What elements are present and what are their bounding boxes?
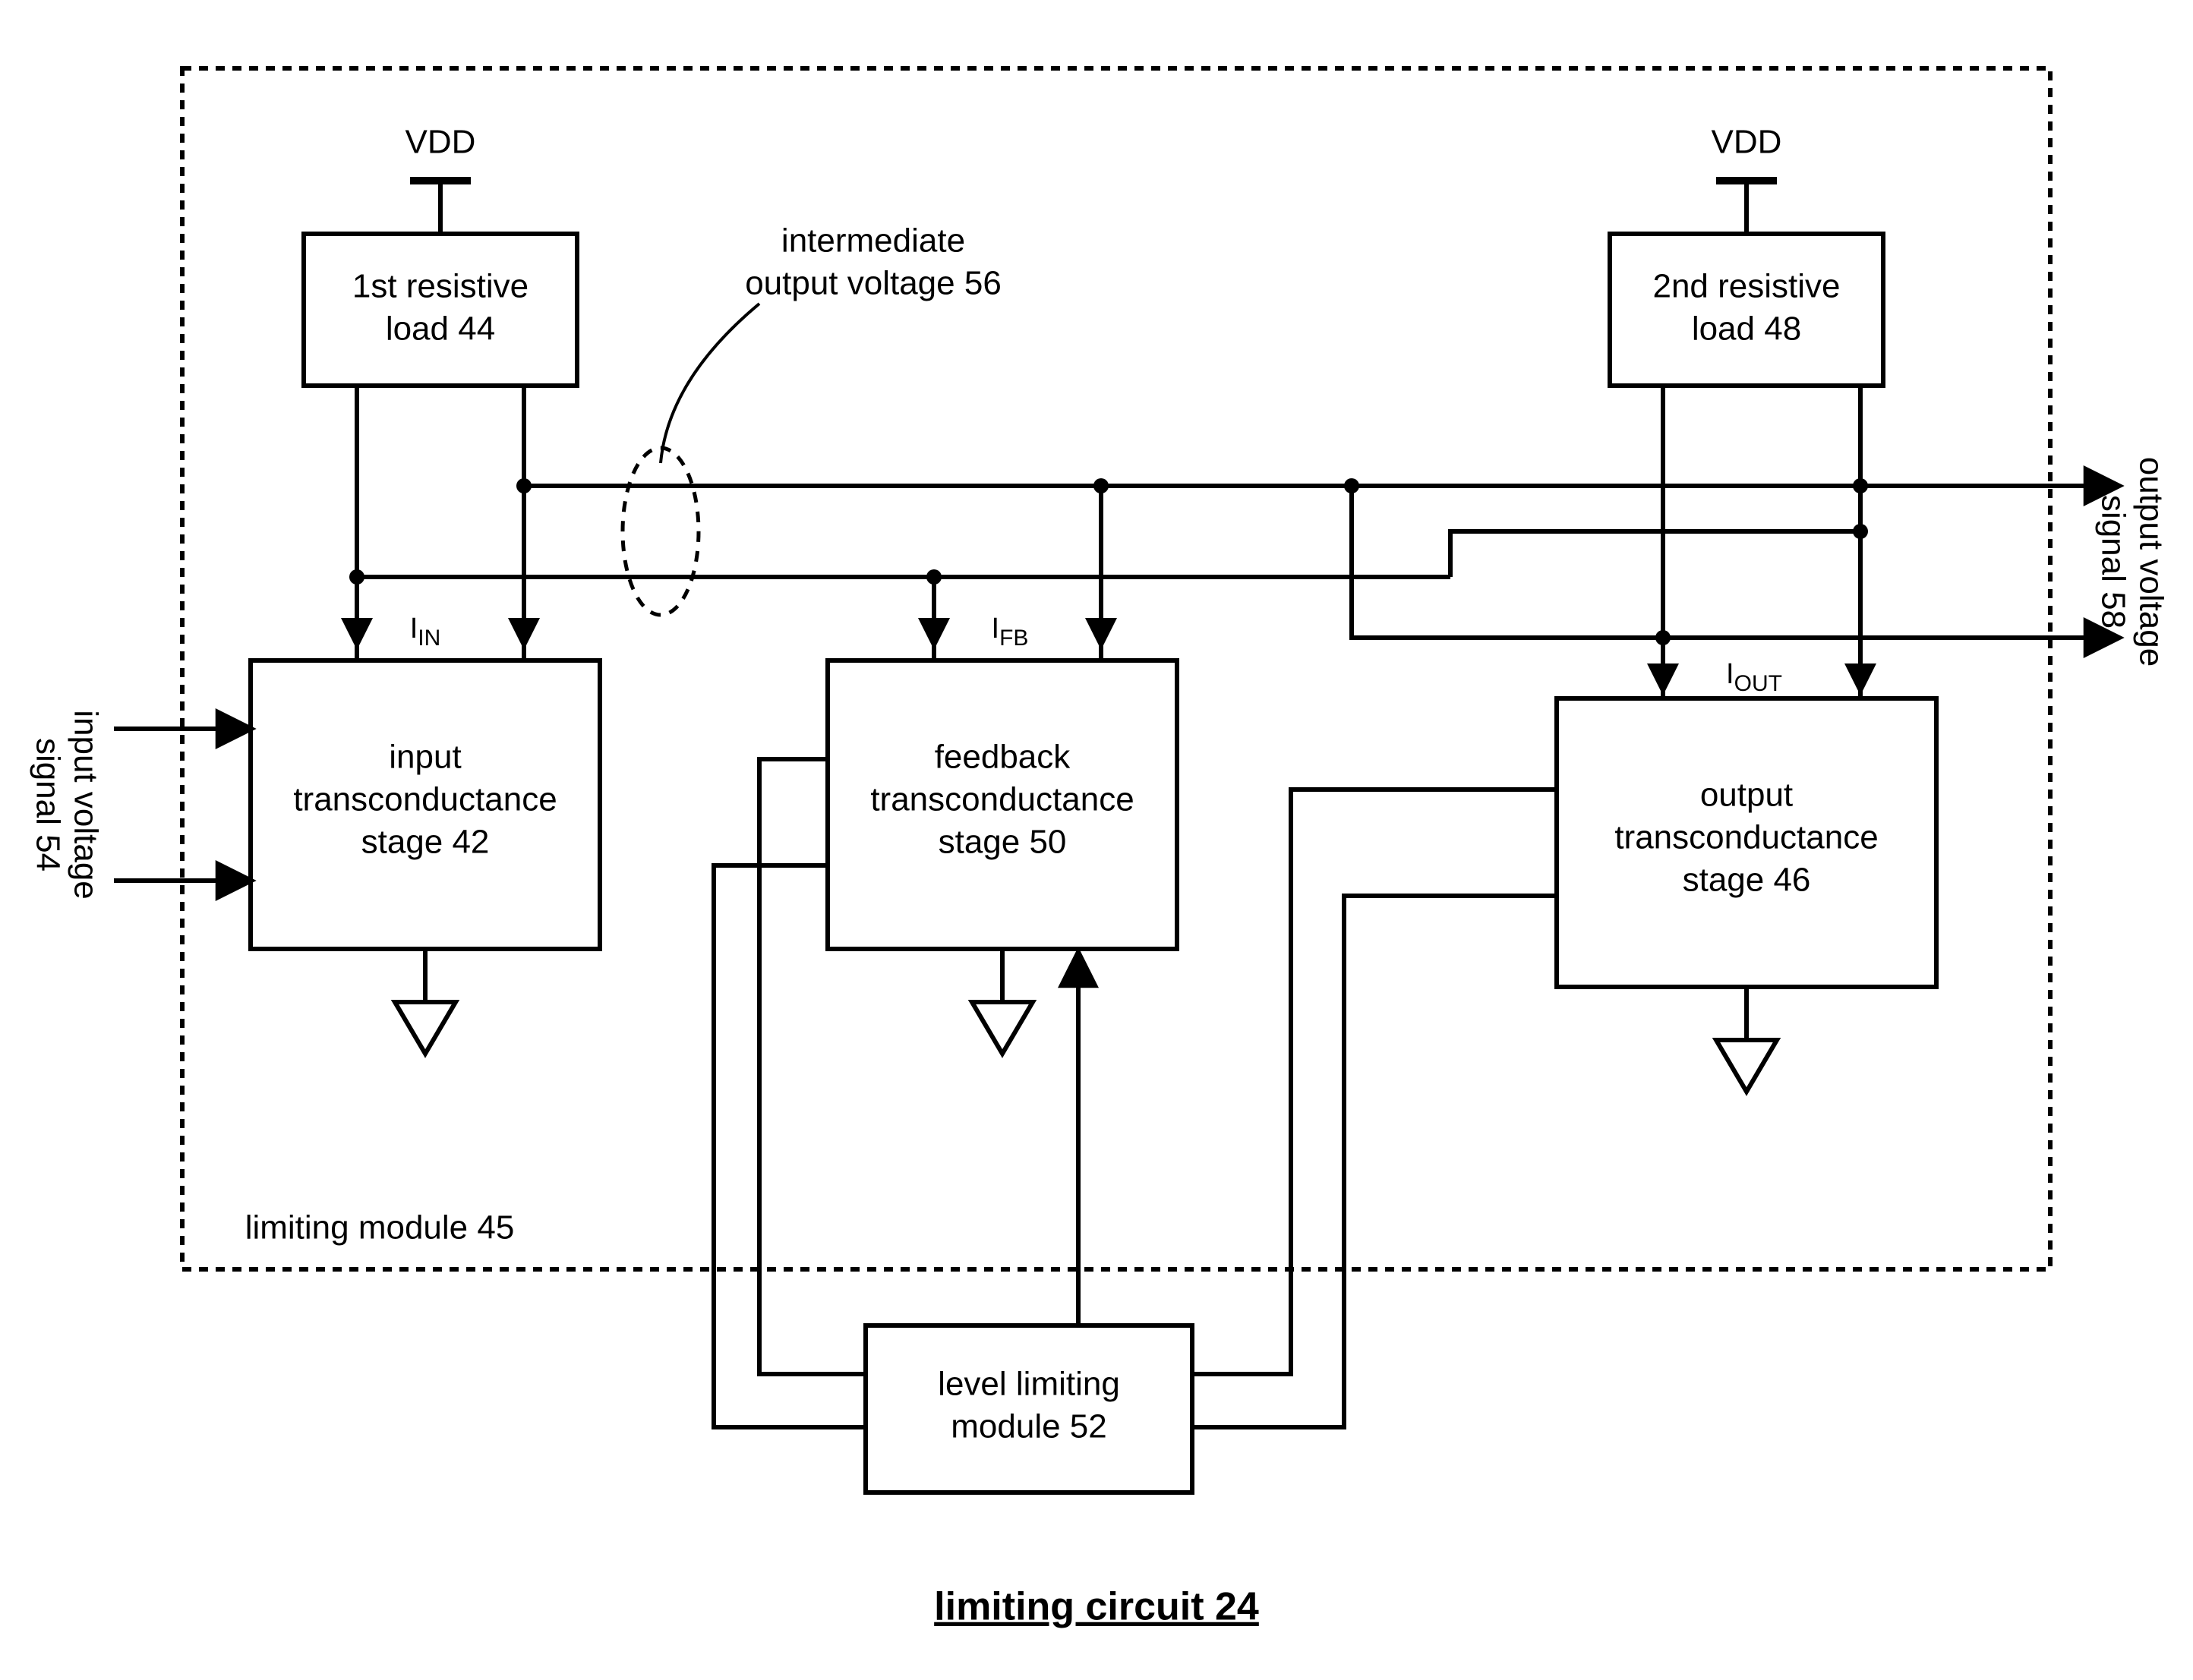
page-title: limiting circuit 24 xyxy=(934,1585,1259,1629)
output-line2: transconductance xyxy=(1614,819,1878,856)
node-4 xyxy=(1093,478,1109,493)
level-line1: level limiting xyxy=(938,1366,1120,1403)
vdd1-label: VDD xyxy=(405,124,476,161)
output-to-level-1 xyxy=(1192,790,1557,1374)
block-output-stage: output transconductance stage 46 xyxy=(1557,698,1936,987)
label-ifb: IFB xyxy=(992,613,1029,651)
feedback-line3: stage 50 xyxy=(939,824,1067,861)
load1-line1: 1st resistive xyxy=(352,268,529,305)
node-8 xyxy=(1853,478,1868,493)
intermediate-ellipse xyxy=(623,448,699,615)
block-input-stage: input transconductance stage 42 xyxy=(251,660,600,949)
input-line2: transconductance xyxy=(293,781,557,818)
block-level-limiting: level limiting module 52 xyxy=(866,1325,1192,1492)
vdd2-label: VDD xyxy=(1712,124,1782,161)
bus-link-lower-to-right xyxy=(1352,486,1663,638)
output-to-level-2 xyxy=(1192,896,1557,1427)
bus-link-upper-to-right xyxy=(1450,531,1860,577)
level-line2: module 52 xyxy=(951,1408,1106,1445)
feedback-line1: feedback xyxy=(935,739,1071,776)
input-line3: stage 42 xyxy=(361,824,490,861)
input-signal-label2: signal 54 xyxy=(29,738,66,872)
node-5 xyxy=(1344,478,1359,493)
input-signal-label: input voltage xyxy=(67,710,104,900)
feedback-line2: transconductance xyxy=(870,781,1134,818)
output-line3: stage 46 xyxy=(1683,862,1811,899)
intermediate-label-l2: output voltage 56 xyxy=(745,265,1002,302)
ground-input xyxy=(395,949,456,1054)
block-feedback-stage: feedback transconductance stage 50 xyxy=(828,660,1177,949)
intermediate-pointer xyxy=(661,304,759,463)
block-load1: 1st resistive load 44 VDD xyxy=(304,124,577,386)
load2-line2: load 48 xyxy=(1692,310,1801,348)
intermediate-label-l1: intermediate xyxy=(781,222,965,260)
node-2 xyxy=(349,569,364,585)
node-1 xyxy=(516,478,532,493)
node-6 xyxy=(1853,524,1868,539)
load1-line2: load 44 xyxy=(386,310,495,348)
node-7 xyxy=(1655,630,1671,645)
output-line1: output xyxy=(1700,777,1793,814)
label-iin: IIN xyxy=(410,613,441,651)
input-line1: input xyxy=(389,739,461,776)
ground-output xyxy=(1716,987,1777,1092)
block-load2: 2nd resistive load 48 VDD xyxy=(1610,124,1883,386)
output-signal-label: output voltage xyxy=(2132,457,2169,667)
load2-line1: 2nd resistive xyxy=(1652,268,1840,305)
limiting-module-label: limiting module 45 xyxy=(245,1209,515,1247)
ground-feedback xyxy=(972,949,1033,1054)
output-signal-label2: signal 58 xyxy=(2094,495,2131,629)
label-iout: IOUT xyxy=(1726,658,1782,696)
node-3 xyxy=(926,569,942,585)
